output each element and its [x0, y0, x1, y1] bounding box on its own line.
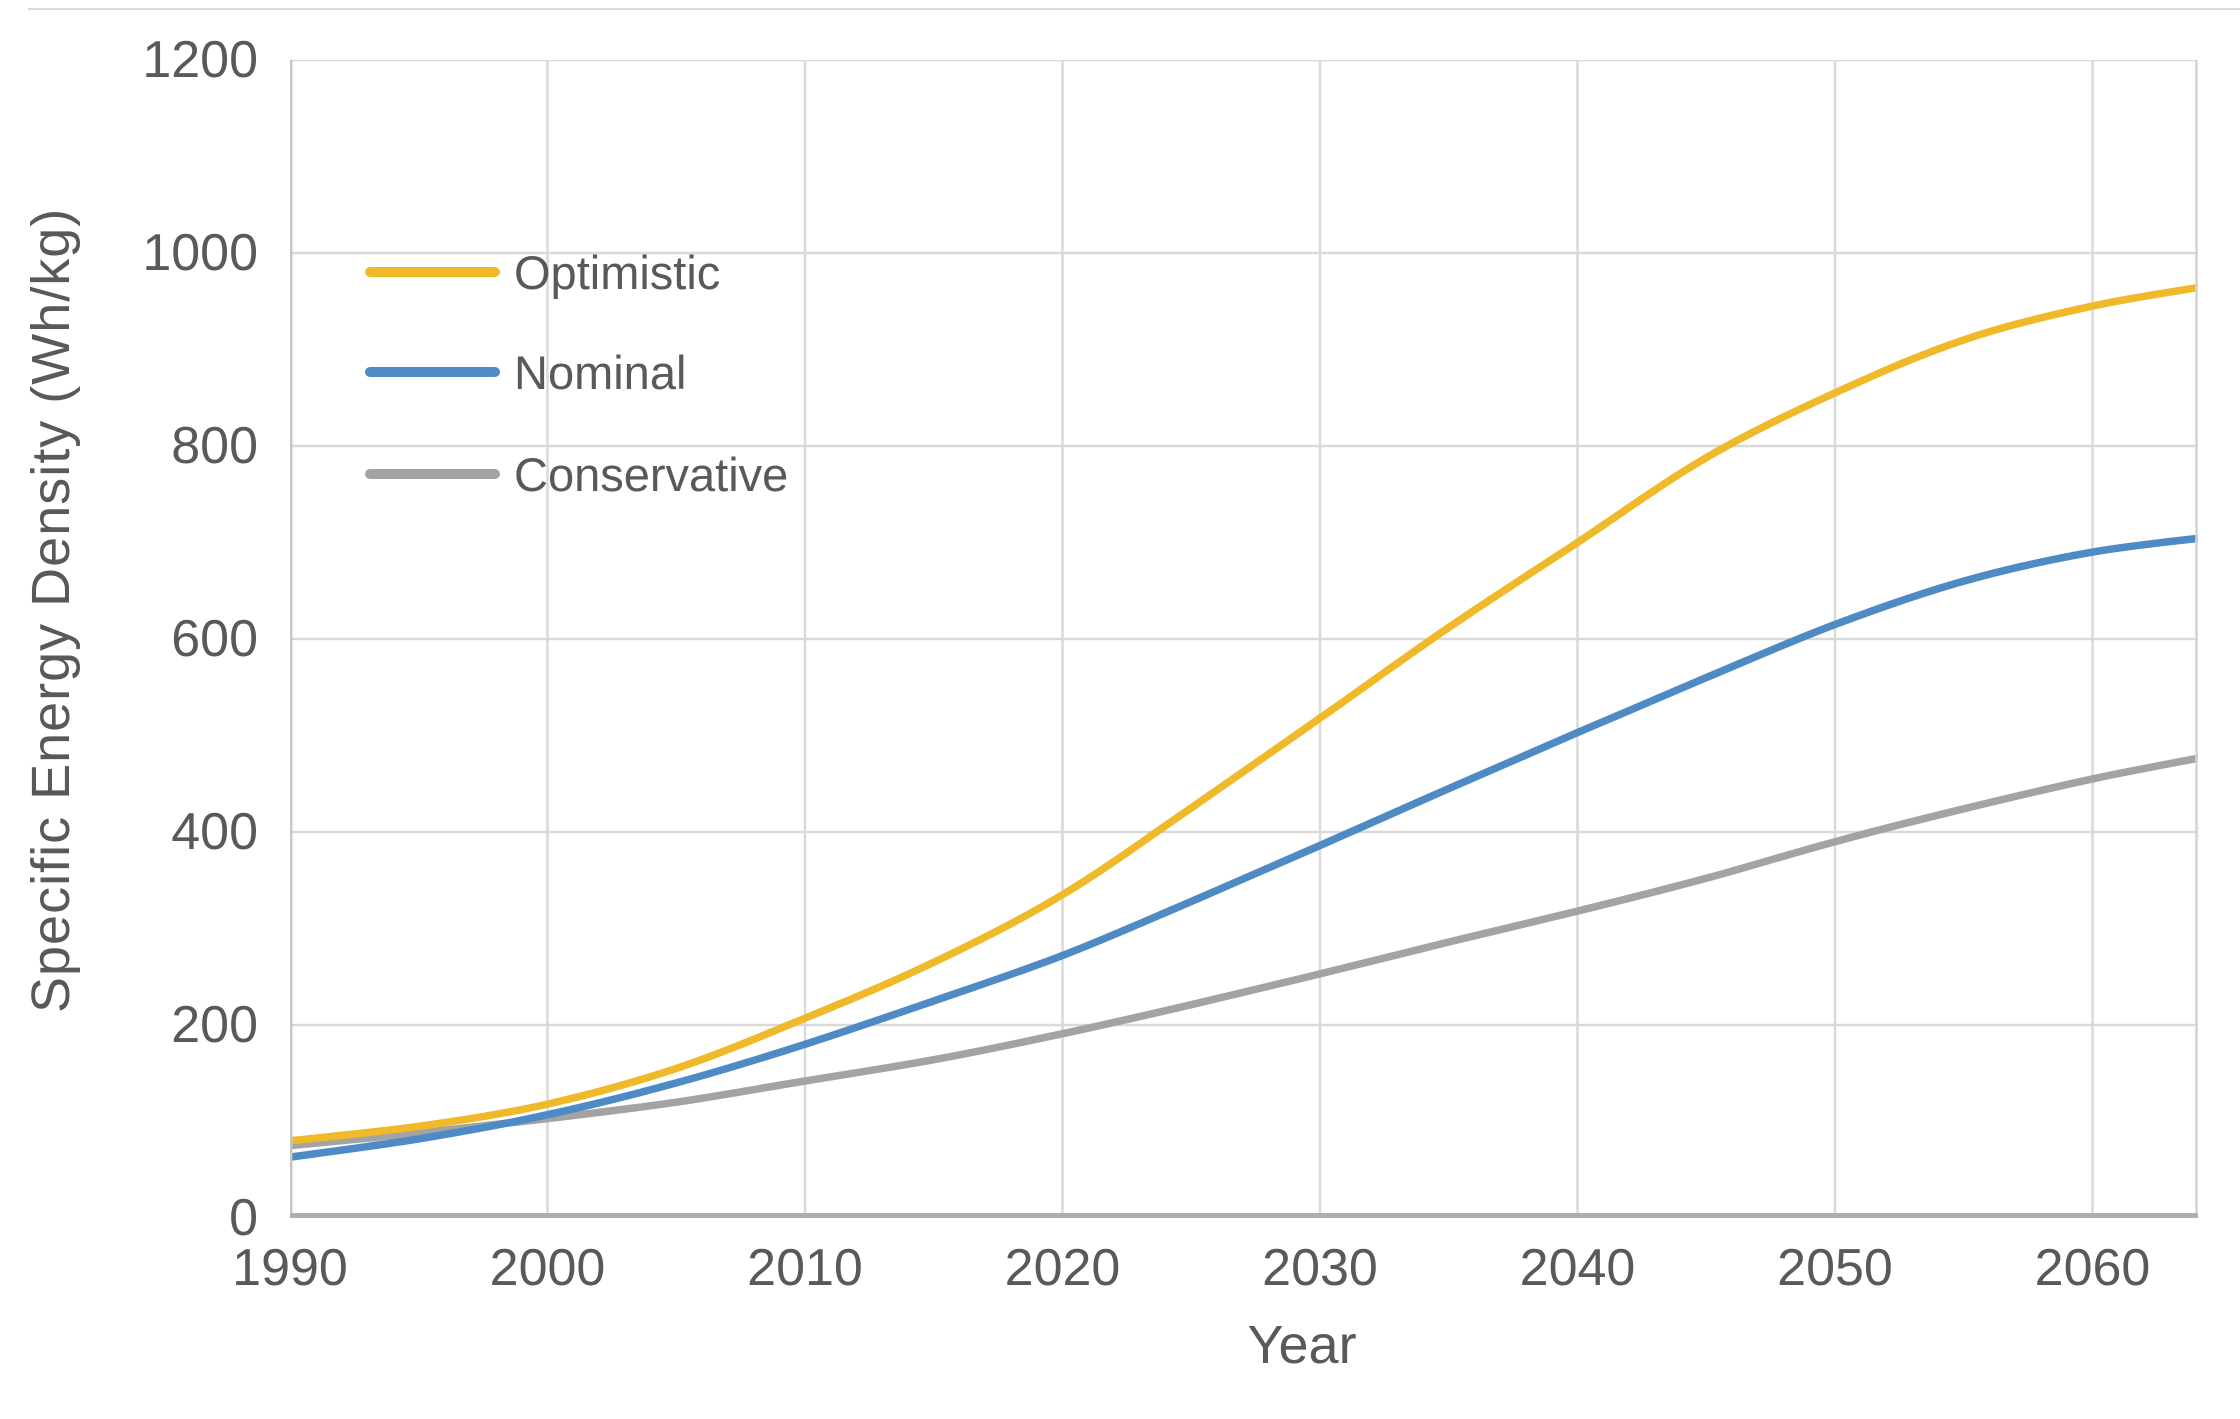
data-series	[290, 283, 2198, 1161]
x-tick-label-2000: 2000	[489, 1239, 606, 1297]
legend-line-swatch-optimistic	[365, 267, 500, 277]
legend-line-swatch-conservative	[365, 469, 500, 479]
y-tick-label-200: 200	[171, 996, 258, 1054]
legend-item-optimistic: Optimistic	[365, 244, 720, 300]
gridlines	[290, 60, 2198, 1218]
x-tick-label-2030: 2030	[1262, 1239, 1378, 1297]
y-tick-label-600: 600	[171, 610, 258, 668]
legend-label-conservative: Conservative	[514, 447, 789, 501]
y-tick-label-400: 400	[171, 803, 258, 861]
y-tick-label-1000: 1000	[142, 224, 258, 282]
axis-lines	[290, 60, 2198, 1218]
legend-label-optimistic: Optimistic	[514, 245, 721, 299]
x-tick-label-2010: 2010	[747, 1239, 863, 1297]
x-tick-label-1990: 1990	[232, 1239, 348, 1297]
top-border-rule	[28, 8, 2240, 10]
legend-item-conservative: Conservative	[365, 446, 788, 502]
series-line-nominal	[290, 534, 2198, 1161]
legend-line-swatch-nominal	[365, 367, 500, 377]
y-tick-label-0: 0	[229, 1189, 258, 1247]
y-tick-label-800: 800	[171, 417, 258, 475]
x-tick-label-2060: 2060	[2034, 1239, 2151, 1297]
series-line-conservative	[290, 754, 2198, 1150]
x-tick-label-2050: 2050	[1777, 1239, 1893, 1297]
series-line-optimistic	[290, 283, 2198, 1145]
x-axis-title: Year	[1247, 1315, 1357, 1375]
legend-item-nominal: Nominal	[365, 344, 686, 400]
x-tick-label-2020: 2020	[1004, 1239, 1121, 1297]
y-tick-label-1200: 1200	[142, 31, 258, 89]
x-tick-label-2040: 2040	[1519, 1239, 1636, 1297]
plot-area	[290, 60, 2198, 1218]
legend-label-nominal: Nominal	[514, 345, 687, 399]
